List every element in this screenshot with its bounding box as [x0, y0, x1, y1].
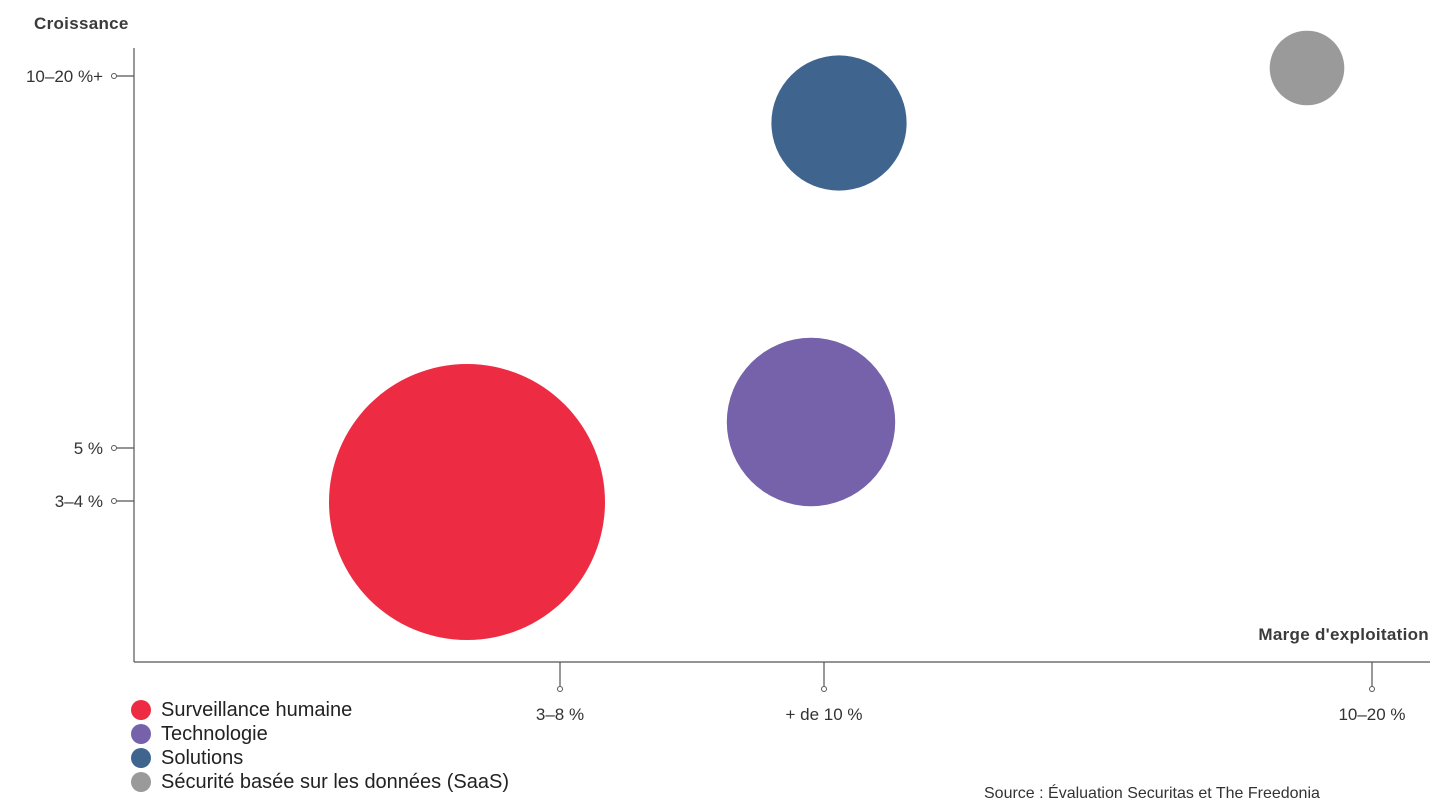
legend-item: Surveillance humaine: [131, 698, 509, 722]
legend-swatch: [131, 748, 151, 768]
x-axis-title: Marge d'exploitation: [1258, 625, 1429, 644]
legend-swatch: [131, 724, 151, 744]
bubble-securite-saas: [1269, 30, 1345, 106]
x-tick-label-3: 10–20 %: [1338, 705, 1405, 724]
y-tick-1: [111, 73, 134, 79]
bubble-technologie: [726, 337, 896, 507]
x-tick-1: [557, 662, 563, 692]
x-tick-label-2: + de 10 %: [785, 705, 862, 724]
x-tick-label-1: 3–8 %: [536, 705, 584, 724]
x-tick-3: [1369, 662, 1375, 692]
legend-swatch: [131, 700, 151, 720]
legend-swatch: [131, 772, 151, 792]
y-tick-label-1: 10–20 %+: [26, 67, 103, 86]
legend-label: Solutions: [161, 746, 244, 769]
bubble-surveillance-humaine: [329, 364, 605, 640]
legend-item: Technologie: [131, 722, 509, 746]
x-tick-2: [821, 662, 827, 692]
y-tick-2: [111, 445, 134, 451]
source-note: Source : Évaluation Securitas et The Fre…: [984, 785, 1320, 802]
legend-label: Technologie: [161, 722, 268, 745]
y-tick-label-3: 3–4 %: [55, 492, 103, 511]
bubble-solutions: [771, 55, 907, 191]
legend: Surveillance humaine Technologie Solutio…: [131, 698, 509, 794]
legend-label: Surveillance humaine: [161, 698, 353, 721]
legend-item: Solutions: [131, 746, 509, 770]
y-tick-label-2: 5 %: [74, 439, 103, 458]
y-tick-3: [111, 498, 134, 504]
legend-label: Sécurité basée sur les données (SaaS): [161, 770, 509, 793]
legend-item: Sécurité basée sur les données (SaaS): [131, 770, 509, 794]
y-axis-title: Croissance: [34, 14, 129, 33]
